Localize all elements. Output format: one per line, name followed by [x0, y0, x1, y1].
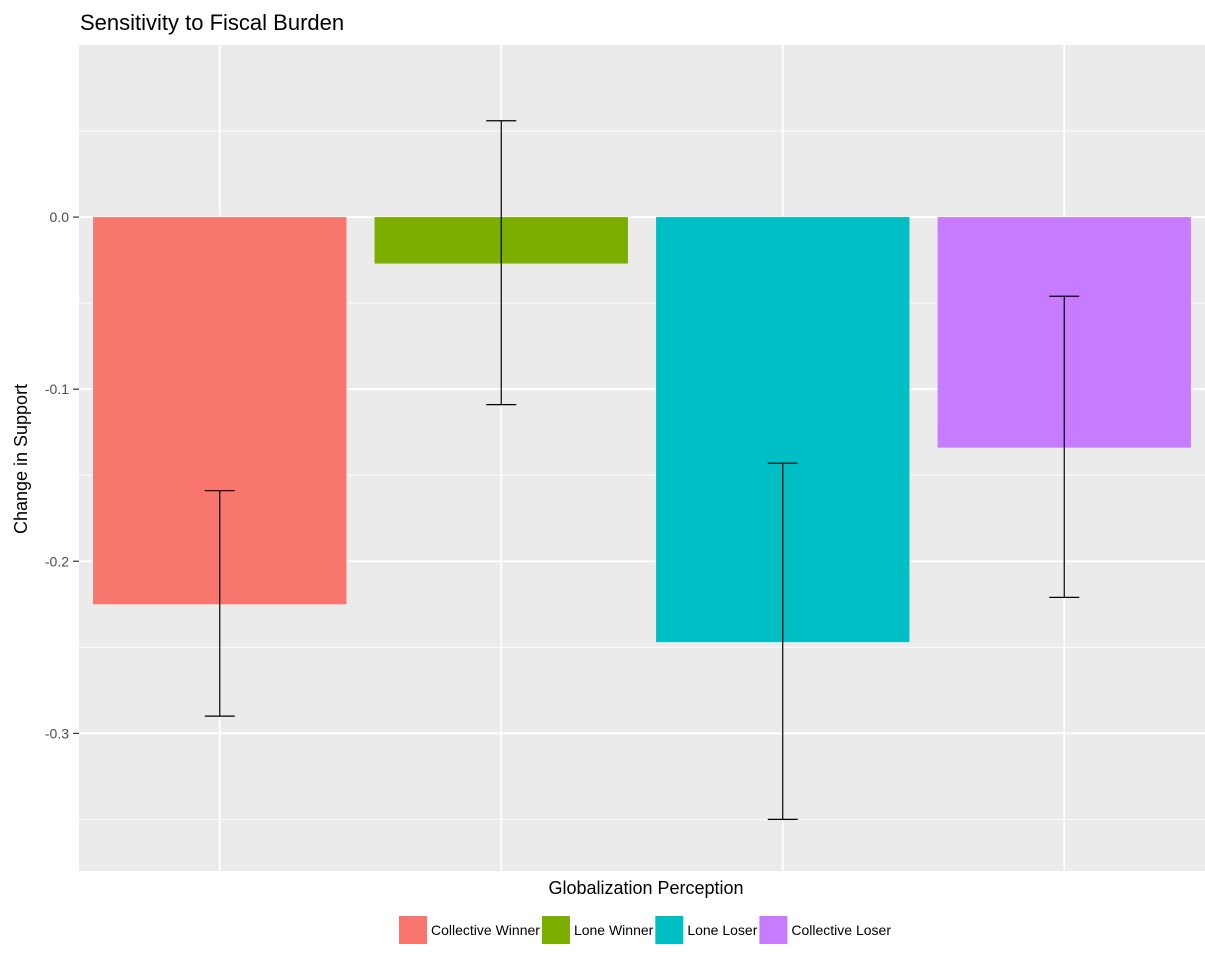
- y-axis: 0.0 -0.1 -0.2 -0.3: [45, 209, 79, 741]
- y-tick-label: -0.3: [45, 725, 69, 741]
- legend-label: Collective Loser: [791, 922, 891, 938]
- x-axis-title: Globalization Perception: [548, 878, 743, 898]
- bars: [93, 217, 1191, 643]
- legend-label: Lone Winner: [574, 922, 654, 938]
- y-tick-label: -0.1: [45, 381, 69, 397]
- chart-title: Sensitivity to Fiscal Burden: [80, 10, 344, 35]
- legend-key: [655, 916, 684, 944]
- legend-key: [541, 916, 570, 944]
- legend-label: Collective Winner: [431, 922, 540, 938]
- y-tick-label: -0.2: [45, 553, 69, 569]
- errorbars: [204, 120, 1080, 820]
- legend-key: [399, 916, 427, 944]
- legend-label: Lone Loser: [687, 922, 757, 938]
- legend: Collective Winner Lone Winner Lone Loser Co…: [399, 916, 891, 944]
- legend-key: [759, 916, 788, 944]
- y-tick-label: 0.0: [50, 209, 70, 225]
- y-axis-title: Change in Support: [11, 384, 31, 534]
